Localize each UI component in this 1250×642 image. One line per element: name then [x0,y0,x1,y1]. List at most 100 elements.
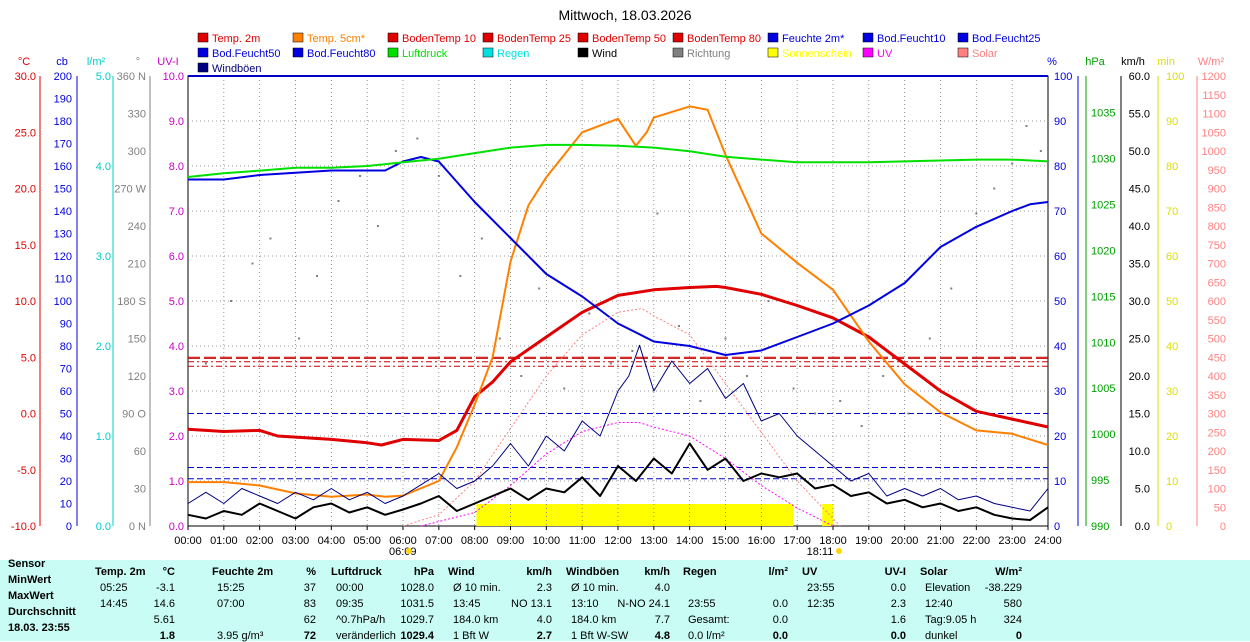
legend-label: Temp. 2m [212,33,260,45]
tick-label-solar: 1200 [1202,71,1226,83]
table-cell: 0.0 [772,614,788,626]
legend-swatch [767,32,779,43]
table-cell: 7.7 [654,614,670,626]
tick-label-press: 1000 [1091,429,1115,441]
tick-label-hum: 20 [1054,431,1066,443]
tick-label-temp: 25.0 [15,127,36,139]
tick-label-dir: 30 [134,484,146,496]
legend-swatch [957,32,969,43]
legend-label: BodenTemp 50 [592,33,666,45]
legend-swatch [197,47,209,58]
tick-label-hum: 10 [1054,476,1066,488]
x-tick-label: 12:00 [604,535,632,547]
series-line [188,156,1049,356]
tick-label-solar: 1050 [1202,127,1226,139]
chart-title: Mittwoch, 18.03.2026 [558,7,691,23]
table-cell: % [306,566,316,578]
sun-markers: 06:09 18:11 [389,546,842,558]
tick-label-solar: 900 [1208,184,1226,196]
axis-unit-hum: % [1047,56,1057,68]
sunset-icon [836,548,842,554]
tick-label-press: 1025 [1091,200,1115,212]
tick-label-solar: 550 [1208,315,1226,327]
tick-label-cb: 60 [60,386,72,398]
table-cell: 2.7 [536,630,552,642]
tick-label-solar: 850 [1208,202,1226,214]
x-tick-label: 04:00 [318,535,346,547]
tick-label-cb: 150 [54,184,72,196]
tick-label-hum: 50 [1054,296,1066,308]
direction-point [437,175,440,177]
axis-unit-temp: °C [18,56,30,68]
tick-label-cb: 100 [54,296,72,308]
table-cell: 18.03. 23:55 [8,622,70,634]
direction-point [950,287,953,290]
x-tick-label: 10:00 [533,535,561,547]
table-cell: Windböen [566,566,620,578]
table-cell: NO 13.1 [511,598,552,610]
legend-swatch [197,32,209,43]
legend-swatch [387,32,399,43]
direction-point [993,187,996,190]
tick-label-cb: 20 [60,476,72,488]
y-axes: 30.025.020.015.010.05.00.0-5.0-10.020019… [11,71,1226,533]
tick-label-dir: 90 O [122,409,146,421]
legend-swatch [862,32,874,43]
series-line [402,308,841,527]
tick-label-solar: 300 [1208,409,1226,421]
x-tick-label: 15:00 [712,535,740,547]
series-line [420,422,834,527]
tick-label-cb: 70 [60,364,72,376]
tick-label-rain: 1.0 [96,431,111,443]
table-cell: 580 [1003,598,1022,610]
table-cell: 0.0 [772,630,788,642]
table-cell: 00:00 [336,582,364,594]
tick-label-wind: 20.0 [1129,371,1150,383]
tick-label-uv: 2.0 [169,431,184,443]
tick-label-cb: 10 [60,499,72,511]
tick-label-cb: 50 [60,409,72,421]
table-cell: Regen [683,566,717,578]
table-cell: MaxWert [8,590,54,602]
tick-label-solar: 350 [1208,390,1226,402]
tick-label-uv: 10.0 [163,71,184,83]
legend-label: BodenTemp 10 [402,33,476,45]
direction-point [1011,162,1014,165]
table-cell: 0.0 l/m² [688,630,725,642]
table-cell: UV-I [884,566,906,578]
legend-label: Windböen [212,63,262,75]
tick-label-solar: 650 [1208,277,1226,289]
table-cell: 2.3 [536,582,552,594]
tick-label-solar: 1100 [1202,109,1226,121]
tick-label-uv: 5.0 [169,296,184,308]
tick-label-cb: 180 [54,116,72,128]
tick-label-temp: 0.0 [21,409,36,421]
table-cell: 15:25 [217,582,245,594]
tick-label-solar: 250 [1208,427,1226,439]
direction-point [860,425,863,427]
tick-label-wind: 60.0 [1129,71,1150,83]
tick-label-dir: 0 N [129,521,146,533]
table-cell: 07:00 [217,598,245,610]
table-cell: 184.0 km [571,614,617,626]
tick-label-solar: 150 [1208,465,1226,477]
tick-label-solar: 500 [1208,334,1226,346]
tick-label-hum: 80 [1054,161,1066,173]
table-cell: 324 [1003,614,1022,626]
x-tick-label: 09:00 [497,535,525,547]
table-cell: 12:35 [807,598,835,610]
table-cell: -38.229 [984,582,1022,594]
table-cell: Sensor [8,558,46,570]
axis-unit-wind: km/h [1121,56,1145,68]
direction-point [230,300,232,302]
table-cell: 5.61 [153,614,175,626]
series-line [188,105,1049,498]
axis-unit-labels: °C cb l/m² ° UV-I% hPa km/h min W/m² [18,56,1225,68]
table-cell: 0.0 [890,582,906,594]
tick-label-solar: 200 [1208,446,1226,458]
table-cell: 0.0 [772,598,788,610]
x-tick-label: 23:00 [998,535,1026,547]
direction-point [767,300,770,302]
tick-label-hum: 70 [1054,206,1066,218]
table-cell: W/m² [995,566,1022,578]
